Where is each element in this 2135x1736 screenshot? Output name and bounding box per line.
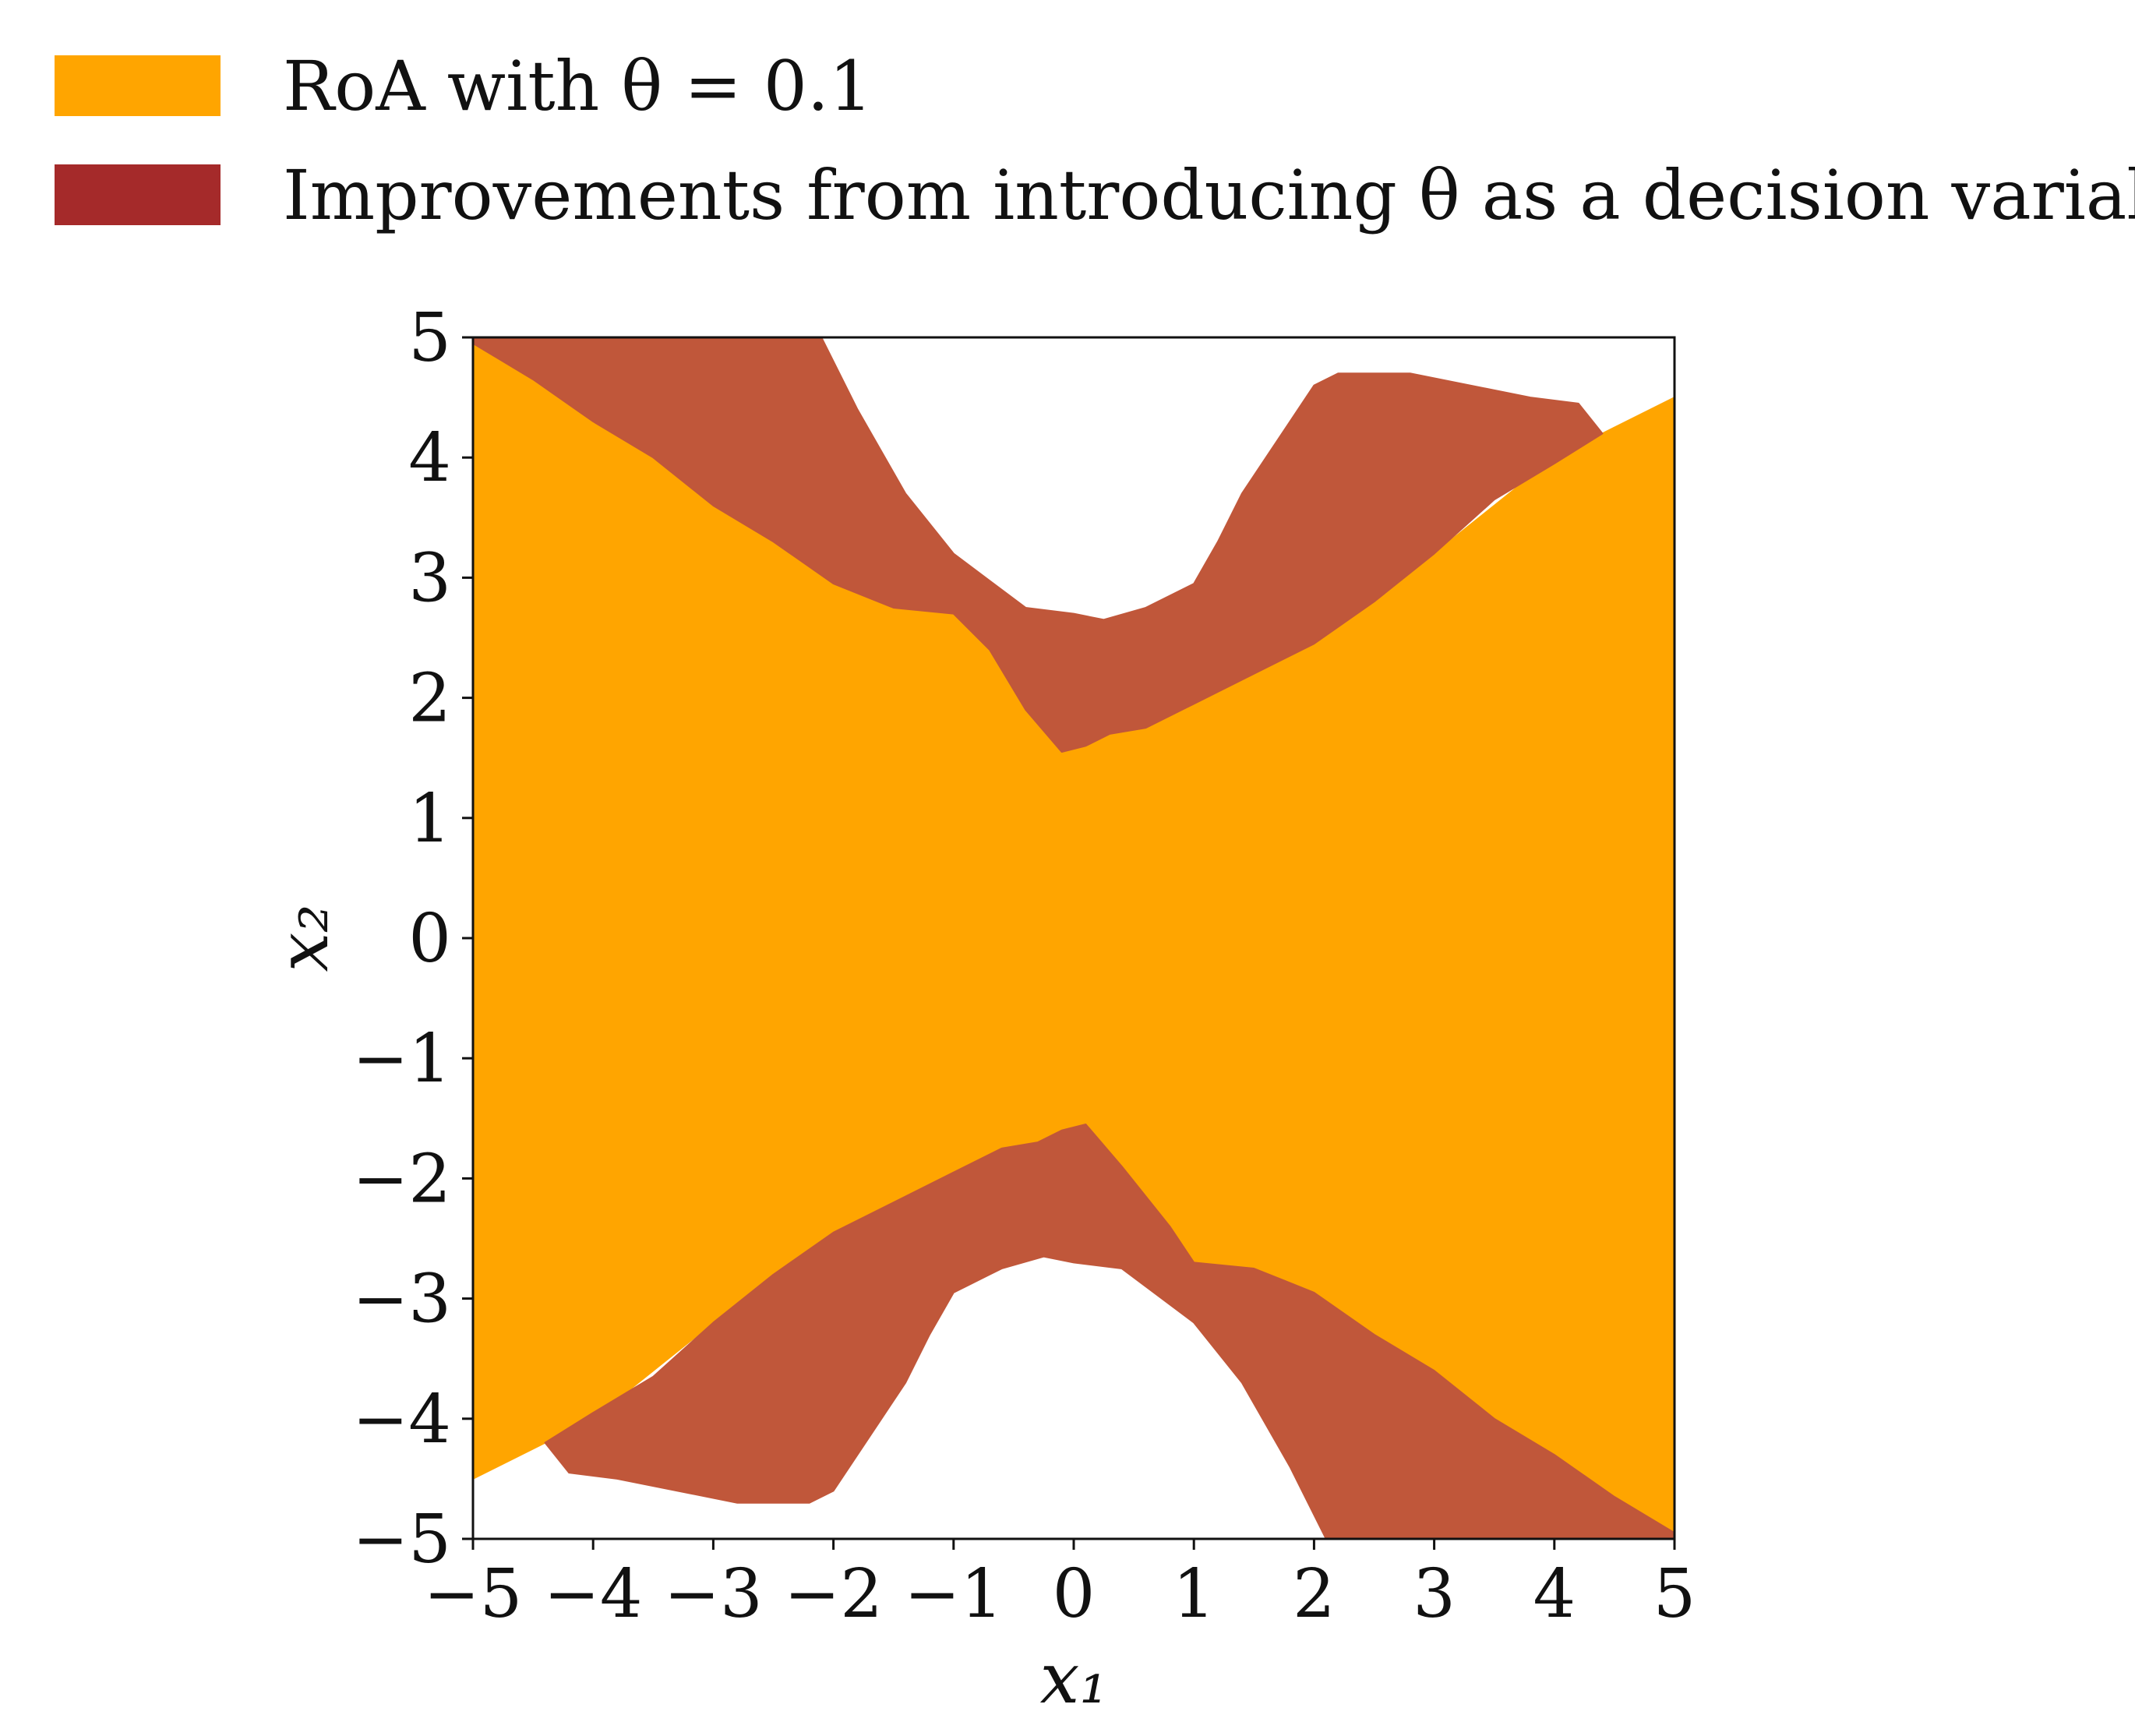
y-tick-label: 5: [408, 299, 451, 377]
x-axis: −5 −4 −3 −2 −1 0 1 2 3 4 5: [424, 1539, 1696, 1633]
x-tick-label: −1: [904, 1555, 1003, 1633]
y-tick-label: 0: [408, 900, 451, 978]
x-tick-label: 4: [1533, 1555, 1576, 1633]
y-tick-label: −3: [352, 1261, 451, 1339]
improvement-region-lower: [544, 1124, 1674, 1539]
legend-label-roa: RoA with θ = 0.1: [283, 45, 873, 126]
y-tick-label: −5: [352, 1501, 451, 1579]
y-axis: −5 −4 −3 −2 −1 0 1 2 3 4 5: [352, 299, 473, 1579]
x-tick-label: 1: [1173, 1555, 1216, 1633]
y-tick-label: −1: [352, 1020, 451, 1098]
x-axis-label: x₁: [1040, 1638, 1108, 1720]
x-tick-label: −3: [664, 1555, 763, 1633]
legend-label-improvements: Improvements from introducing θ as a dec…: [283, 154, 2135, 235]
y-tick-label: 2: [408, 660, 451, 738]
legend-swatch-roa: [55, 55, 221, 116]
legend-item-roa: RoA with θ = 0.1: [55, 43, 2135, 129]
y-tick-label: −2: [352, 1140, 451, 1218]
x-tick-label: 3: [1413, 1555, 1456, 1633]
y-tick-label: 1: [408, 780, 451, 858]
improvement-region-upper: [473, 337, 1604, 753]
plot-area: [473, 337, 1674, 1539]
x-tick-label: −2: [784, 1555, 883, 1633]
y-tick-label: 3: [408, 539, 451, 617]
legend: RoA with θ = 0.1 Improvements from intro…: [55, 43, 2135, 261]
legend-item-improvements: Improvements from introducing θ as a dec…: [55, 152, 2135, 238]
x-tick-label: 0: [1053, 1555, 1096, 1633]
x-tick-label: 5: [1653, 1555, 1696, 1633]
y-tick-label: −4: [352, 1381, 451, 1459]
y-axis-label: x₂: [263, 905, 344, 972]
roa-region: [473, 342, 1674, 1534]
x-tick-label: −5: [424, 1555, 523, 1633]
legend-swatch-improvements: [55, 164, 221, 225]
y-tick-label: 4: [408, 419, 451, 497]
x-tick-label: −4: [544, 1555, 643, 1633]
x-tick-label: 2: [1293, 1555, 1336, 1633]
